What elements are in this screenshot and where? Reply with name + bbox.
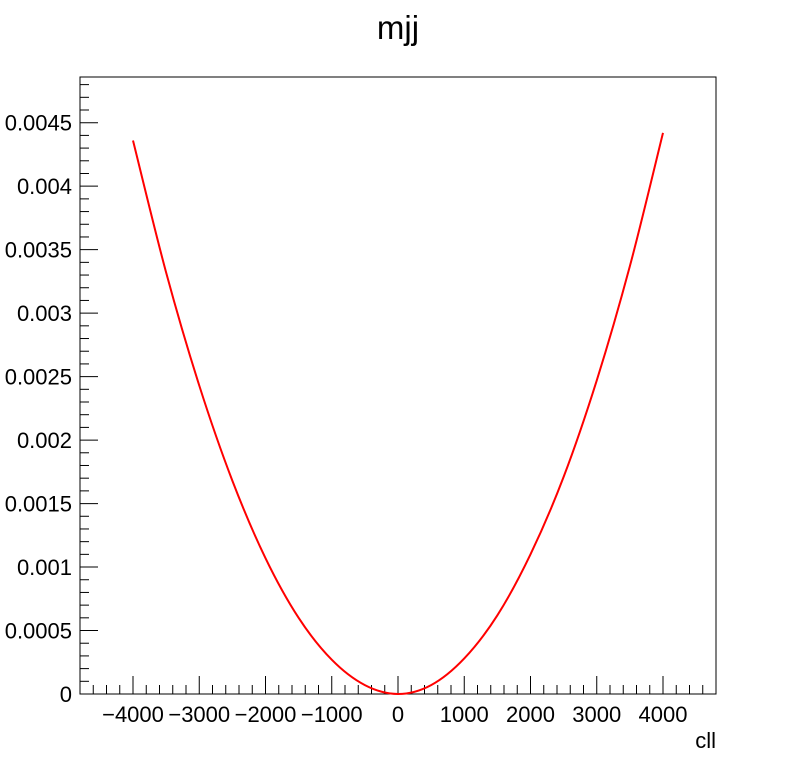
plot-frame [79, 76, 717, 695]
y-tick-label: 0.001 [17, 555, 72, 580]
y-tick-label: 0.0045 [5, 111, 72, 136]
y-tick-label: 0.002 [17, 428, 72, 453]
y-tick-label: 0.0005 [5, 619, 72, 644]
x-tick-label: −2000 [235, 702, 297, 727]
x-tick-label: 0 [392, 702, 404, 727]
y-axis-ticks: 0 0.0005 0.001 0.0015 0.002 0.0025 0.003 0.0035… [5, 84, 98, 707]
y-tick-label: 0.0025 [5, 365, 72, 390]
x-tick-label: −3000 [168, 702, 230, 727]
y-tick-label: 0.003 [17, 301, 72, 326]
x-axis-ticks: −4000 −3000 −2000 −1000 0 1000 2000 3000 4000 [79, 676, 717, 727]
y-tick-label: 0 [60, 682, 72, 707]
x-tick-label: 1000 [440, 702, 489, 727]
series-line-0 [132, 132, 664, 696]
x-tick-label: 2000 [506, 702, 555, 727]
y-tick-label: 0.0015 [5, 492, 72, 517]
x-axis-label: cll [695, 728, 716, 753]
x-tick-label: −4000 [102, 702, 164, 727]
x-tick-label: 4000 [639, 702, 688, 727]
y-tick-label: 0.004 [17, 174, 72, 199]
x-tick-label: −1000 [301, 702, 363, 727]
series-layer [132, 132, 664, 696]
x-tick-label: 3000 [572, 702, 621, 727]
y-tick-label: 0.0035 [5, 238, 72, 263]
chart-title: mjj [377, 9, 419, 46]
